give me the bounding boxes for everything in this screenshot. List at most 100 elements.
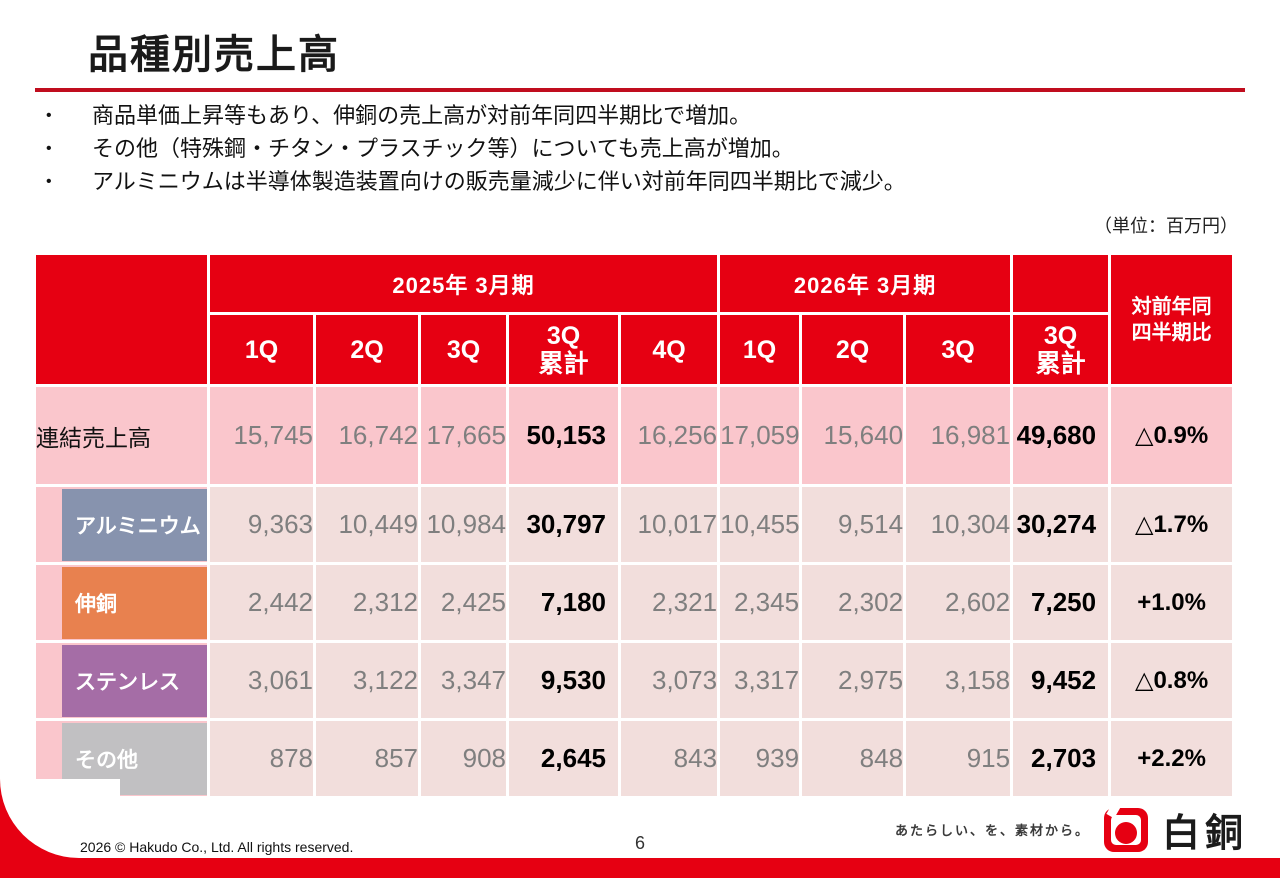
year-group-header: 2026年 3月期	[717, 252, 1014, 315]
cumulative-cell: 7,180	[506, 562, 621, 643]
value-cell: 10,304	[903, 484, 1014, 565]
quarter-header: 1Q	[207, 312, 316, 387]
value-cell: 17,059	[717, 384, 803, 487]
table-header: 2025年 3月期 2026年 3月期 対前年同 四半期比 1Q 2Q 3Q 3Q 累計 4Q…	[33, 252, 1236, 387]
value-cell: 2,345	[717, 562, 803, 643]
page-title: 品種別売上高	[88, 33, 340, 77]
value-cell: 3,073	[617, 640, 721, 721]
cumulative-cell: 7,250	[1010, 562, 1112, 643]
value-cell: 10,449	[313, 484, 421, 565]
category-chip: 伸銅	[62, 566, 206, 639]
yoy-cell: +1.0%	[1108, 562, 1236, 643]
value-cell: 16,742	[313, 384, 421, 487]
yoy-cell: △0.9%	[1108, 384, 1236, 487]
category-chip: アルミニウム	[62, 488, 206, 561]
value-cell: 908	[418, 718, 509, 799]
row-label: ステンレス	[33, 640, 210, 721]
footer-bar	[0, 858, 1280, 878]
header-row-years: 2025年 3月期 2026年 3月期 対前年同 四半期比	[33, 252, 1236, 387]
quarter-header: 1Q	[717, 312, 803, 387]
quarter-header: 3Q 累計	[506, 312, 621, 387]
cumulative-cell: 30,274	[1010, 484, 1112, 565]
value-cell: 17,665	[418, 384, 509, 487]
row-label: 伸銅	[33, 562, 210, 643]
row-label: その他	[33, 718, 210, 799]
sales-table: 2025年 3月期 2026年 3月期 対前年同 四半期比 1Q 2Q 3Q 3Q 累計 4Q…	[33, 252, 1236, 799]
yoy-header: 対前年同 四半期比	[1108, 252, 1236, 387]
brand-name: 白銅	[1161, 813, 1248, 855]
value-cell: 3,317	[717, 640, 803, 721]
quarter-header: 4Q	[617, 312, 721, 387]
value-cell: 2,302	[799, 562, 907, 643]
bullet-item: • アルミニウムは半導体製造装置向けの販売量減少に伴い対前年同四半期比で減少。	[42, 165, 1242, 198]
value-cell: 2,312	[313, 562, 421, 643]
cumulative-cell: 9,530	[506, 640, 621, 721]
value-cell: 10,455	[717, 484, 803, 565]
yoy-cell: +2.2%	[1108, 718, 1236, 799]
header-row-quarters: 1Q 2Q 3Q 3Q 累計 4Q 1Q 2Q 3Q 3Q 累計	[35, 312, 1234, 387]
page-number: 6	[634, 833, 645, 853]
table-row: アルミニウム 9,363 10,449 10,984 30,797 10,017 10,45…	[33, 484, 1236, 565]
brand-block: あたらしい、を、素材から。 白銅	[895, 802, 1248, 857]
bullet-text: 商品単価上昇等もあり、伸銅の売上高が対前年同四半期比で増加。	[92, 103, 752, 128]
value-cell: 16,256	[617, 384, 721, 487]
quarter-header: 3Q	[418, 312, 509, 387]
table-row: 連結売上高 15,745 16,742 17,665 50,153 16,256 17,05…	[33, 384, 1236, 487]
bullet-text: その他（特殊鋼・チタン・プラスチック等）についても売上高が増加。	[92, 136, 794, 161]
cumulative-cell: 9,452	[1010, 640, 1112, 721]
row-label: アルミニウム	[33, 484, 210, 565]
quarter-header: 3Q	[903, 312, 1014, 387]
value-cell: 3,122	[313, 640, 421, 721]
value-cell: 15,640	[799, 384, 907, 487]
cumulative-cell: 2,703	[1010, 718, 1112, 799]
brand-tagline: あたらしい、を、素材から。	[894, 823, 1090, 838]
header-spacer-cell	[1010, 252, 1112, 315]
value-cell: 9,363	[207, 484, 316, 565]
bullet-dot: •	[46, 140, 52, 157]
hakudo-logo-icon	[1103, 802, 1148, 852]
cumulative-cell: 49,680	[1010, 384, 1112, 487]
category-chip: ステンレス	[62, 644, 206, 717]
value-cell: 10,017	[617, 484, 721, 565]
cumulative-cell: 2,645	[506, 718, 621, 799]
value-cell: 939	[717, 718, 803, 799]
value-cell: 2,975	[799, 640, 907, 721]
summary-bullets: • 商品単価上昇等もあり、伸銅の売上高が対前年同四半期比で増加。 • その他（特…	[42, 99, 1242, 198]
value-cell: 915	[903, 718, 1014, 799]
title-underline	[35, 88, 1245, 92]
value-cell: 843	[617, 718, 721, 799]
bullet-dot: •	[46, 173, 52, 190]
copyright-text: 2026 © Hakudo Co., Ltd. All rights reser…	[80, 839, 354, 855]
table-corner-cell	[33, 252, 210, 387]
value-cell: 2,442	[207, 562, 316, 643]
row-label: 連結売上高	[33, 384, 210, 487]
value-cell: 3,158	[903, 640, 1014, 721]
yoy-cell: △1.7%	[1108, 484, 1236, 565]
value-cell: 3,061	[207, 640, 316, 721]
value-cell: 878	[207, 718, 316, 799]
unit-note: （単位：百万円）	[1094, 216, 1238, 236]
bullet-item: • 商品単価上昇等もあり、伸銅の売上高が対前年同四半期比で増加。	[42, 99, 1242, 132]
yoy-cell: △0.8%	[1108, 640, 1236, 721]
value-cell: 10,984	[418, 484, 509, 565]
value-cell: 15,745	[207, 384, 316, 487]
bullet-item: • その他（特殊鋼・チタン・プラスチック等）についても売上高が増加。	[42, 132, 1242, 165]
value-cell: 3,347	[418, 640, 509, 721]
value-cell: 2,602	[903, 562, 1014, 643]
year-group-header: 2025年 3月期	[206, 252, 721, 315]
cumulative-cell: 30,797	[506, 484, 621, 565]
value-cell: 2,321	[617, 562, 721, 643]
table-row: その他 878 857 908 2,645 843 939 848 915 2,703 +2.2%	[33, 718, 1236, 799]
value-cell: 2,425	[418, 562, 509, 643]
bullet-dot: •	[46, 107, 52, 124]
value-cell: 857	[313, 718, 421, 799]
bullet-text: アルミニウムは半導体製造装置向けの販売量減少に伴い対前年同四半期比で減少。	[92, 169, 906, 194]
value-cell: 848	[799, 718, 907, 799]
quarter-header: 3Q 累計	[1010, 312, 1112, 387]
table-body: 連結売上高 15,745 16,742 17,665 50,153 16,256 17,05…	[33, 384, 1236, 799]
table-row: ステンレス 3,061 3,122 3,347 9,530 3,073 3,317 2,975…	[33, 640, 1236, 721]
table-row: 伸銅 2,442 2,312 2,425 7,180 2,321 2,345 2,302 2,6…	[33, 562, 1236, 643]
value-cell: 9,514	[799, 484, 907, 565]
cumulative-cell: 50,153	[506, 384, 621, 487]
quarter-header: 2Q	[799, 312, 907, 387]
